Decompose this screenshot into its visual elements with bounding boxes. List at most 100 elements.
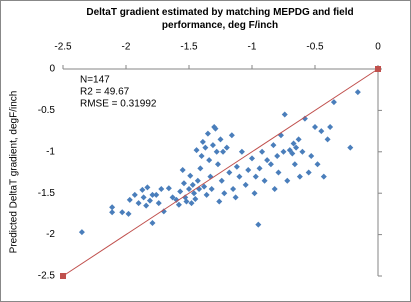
y-tick-label: -2.5 <box>38 271 56 282</box>
scatter-point <box>125 210 132 217</box>
scatter-point <box>208 186 215 193</box>
scatter-point <box>186 186 192 193</box>
scatter-point <box>179 167 186 174</box>
scatter-point <box>233 163 240 170</box>
scatter-point <box>293 144 300 151</box>
scatter-point <box>187 172 194 179</box>
scatter-point <box>320 173 327 180</box>
scatter-point <box>274 152 281 159</box>
scatter-point <box>158 186 165 193</box>
x-tick-label: -0.5 <box>306 42 324 53</box>
scatter-point <box>188 200 195 207</box>
y-tick-label: -1 <box>46 146 55 157</box>
scatter-point <box>264 157 271 164</box>
scatter-point <box>139 186 146 193</box>
scatter-point <box>347 144 354 151</box>
scatter-point <box>324 136 331 143</box>
x-tick-label: -2 <box>122 42 131 53</box>
scatter-point <box>327 123 334 130</box>
line-marker <box>60 273 66 279</box>
scatter-point <box>109 204 116 211</box>
scatter-point <box>209 142 216 149</box>
scatter-point <box>149 191 156 198</box>
scatter-point <box>295 136 302 143</box>
scatter-point <box>180 180 187 187</box>
scatter-point <box>220 148 227 155</box>
scatter-point <box>198 152 205 159</box>
annotation: RMSE = 0.31992 <box>80 99 157 110</box>
scatter-point <box>275 169 282 176</box>
scatter-point <box>256 165 263 172</box>
scatter-point <box>153 191 160 198</box>
scatter-point <box>201 183 208 190</box>
scatter-point <box>140 194 147 201</box>
scatter-point <box>280 148 287 155</box>
scatter-point <box>259 148 266 155</box>
scatter-point <box>223 144 230 151</box>
scatter-point <box>251 190 258 197</box>
scatter-point <box>192 195 199 202</box>
scatter-point <box>228 132 235 139</box>
scatter-point <box>197 165 204 172</box>
scatter-point <box>173 196 180 203</box>
scatter-point <box>281 111 288 118</box>
scatter-point <box>261 177 268 184</box>
scatter-point <box>119 209 126 216</box>
scatter-point <box>238 148 245 155</box>
scatter-point <box>206 157 213 164</box>
scatter-point <box>289 150 296 157</box>
scatter-point <box>318 128 325 135</box>
y-axis-label: Predicted DeltaT gradient, degF/inch <box>9 91 20 254</box>
scatter-point <box>183 198 190 205</box>
scatter-point <box>217 136 224 143</box>
scatter-point <box>308 152 315 159</box>
scatter-point <box>221 190 228 197</box>
scatter-point <box>193 147 200 154</box>
scatter-point <box>305 169 312 176</box>
scatter-point <box>212 125 219 132</box>
scatter-point <box>236 173 243 180</box>
scatter-point <box>218 177 225 184</box>
scatter-point <box>126 196 133 203</box>
scatter-point <box>296 173 303 180</box>
y-tick-label: -0.5 <box>38 105 56 116</box>
scatter-point <box>213 148 220 155</box>
scatter-point <box>314 161 321 168</box>
scatter-point <box>155 200 162 207</box>
scatter-point <box>252 173 259 180</box>
scatter-point <box>199 138 206 145</box>
line-series <box>62 68 379 277</box>
x-tick-label: 0 <box>375 42 381 53</box>
scatter-point <box>194 177 201 184</box>
x-tick-label: -2.5 <box>54 42 72 53</box>
y-tick-label: -2 <box>46 229 55 240</box>
scatter-point <box>189 181 196 188</box>
scatter-point <box>301 115 308 122</box>
scatter-point <box>216 198 223 205</box>
scatter-point <box>204 130 211 137</box>
scatter-point <box>226 169 233 176</box>
scatter-point <box>165 185 172 192</box>
scatter-point <box>144 184 151 191</box>
scatter-point <box>312 123 318 130</box>
scatter-point <box>203 191 210 198</box>
scatter-point <box>135 200 142 207</box>
scatter-point <box>271 186 278 193</box>
scatter-point <box>78 229 85 236</box>
x-tick-label: -1.5 <box>180 42 198 53</box>
annotation: R2 = 49.67 <box>80 87 130 98</box>
scatter-point <box>143 202 150 209</box>
scatter-point <box>146 197 153 204</box>
scatter-point <box>169 194 176 201</box>
scatter-point <box>255 221 262 228</box>
scatter-point <box>354 89 361 96</box>
y-tick-label: 0 <box>49 64 55 75</box>
scatter-point <box>177 188 184 195</box>
scatter-point <box>149 220 156 227</box>
scatter-point <box>202 144 209 151</box>
scatter-point <box>191 190 198 197</box>
scatter-point <box>291 161 298 168</box>
scatter-point <box>267 161 274 168</box>
